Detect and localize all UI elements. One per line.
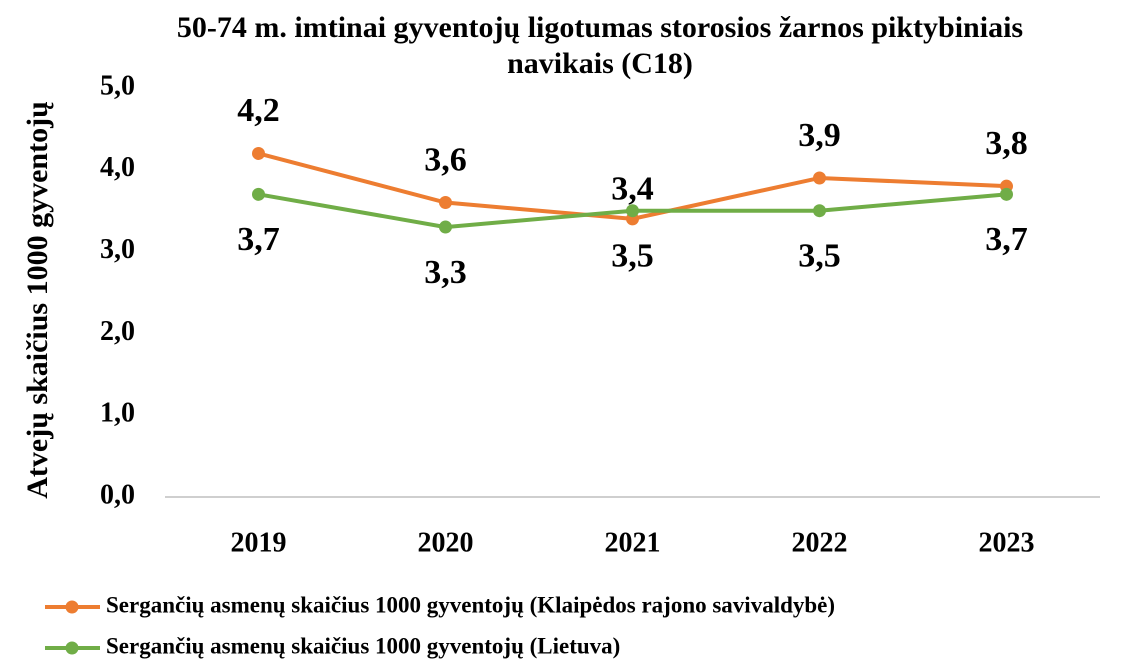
legend-label: Sergančių asmenų skaičius 1000 gyventojų… xyxy=(106,633,620,658)
y-axis-label: Atvejų skaičius 1000 gyventojų xyxy=(21,101,54,499)
data-point xyxy=(1000,187,1013,201)
data-point xyxy=(439,220,452,234)
x-tick-label: 2023 xyxy=(979,527,1035,558)
data-label: 3,5 xyxy=(611,237,654,274)
y-tick-label: 3,0 xyxy=(100,234,135,265)
y-tick-label: 1,0 xyxy=(100,398,135,429)
data-label: 3,7 xyxy=(985,221,1028,258)
x-tick-label: 2020 xyxy=(418,527,474,558)
y-tick-label: 2,0 xyxy=(100,316,135,347)
data-point xyxy=(252,187,265,201)
data-label: 3,4 xyxy=(611,171,654,208)
data-label: 4,2 xyxy=(237,92,280,129)
x-tick-label: 2019 xyxy=(231,527,287,558)
y-tick-label: 4,0 xyxy=(100,152,135,183)
data-label: 3,5 xyxy=(798,237,841,274)
data-point xyxy=(813,171,826,185)
data-label: 3,7 xyxy=(237,221,280,258)
chart-title: 50-74 m. imtinai gyventojų ligotumas sto… xyxy=(176,11,1024,80)
legend-marker xyxy=(65,600,79,614)
data-point xyxy=(626,204,639,218)
data-label: 3,6 xyxy=(424,141,467,178)
legend-label: Sergančių asmenų skaičius 1000 gyventojų… xyxy=(106,592,835,617)
data-point xyxy=(813,204,826,218)
x-tick-label: 2022 xyxy=(792,527,848,558)
data-label: 3,9 xyxy=(798,117,841,154)
x-tick-label: 2021 xyxy=(605,527,661,558)
y-tick-label: 5,0 xyxy=(100,70,135,101)
data-point xyxy=(252,146,265,160)
data-point xyxy=(439,196,452,210)
data-label: 3,8 xyxy=(985,125,1028,162)
y-tick-label: 0,0 xyxy=(100,479,135,510)
legend-marker xyxy=(65,641,79,655)
data-label: 3,3 xyxy=(424,254,467,291)
